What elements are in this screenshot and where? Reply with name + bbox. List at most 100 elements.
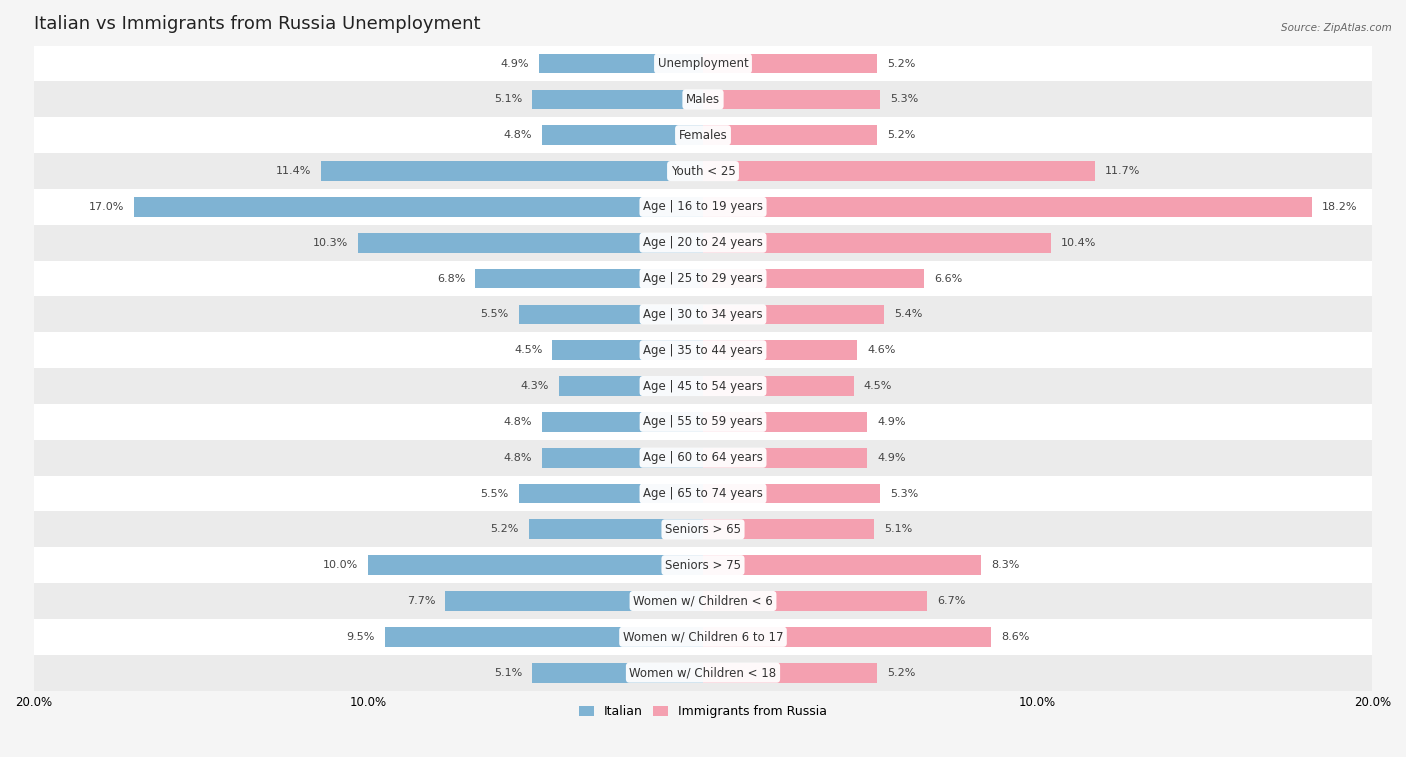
Bar — [703, 412, 868, 431]
Bar — [34, 45, 1372, 82]
Text: 5.2%: 5.2% — [491, 525, 519, 534]
Bar — [34, 512, 1372, 547]
Text: 17.0%: 17.0% — [89, 202, 124, 212]
Text: Women w/ Children < 6: Women w/ Children < 6 — [633, 594, 773, 608]
Text: 4.5%: 4.5% — [863, 381, 891, 391]
Bar — [703, 161, 1095, 181]
Bar — [703, 484, 880, 503]
Text: 5.2%: 5.2% — [887, 130, 915, 140]
Text: 11.7%: 11.7% — [1105, 166, 1140, 176]
Bar — [703, 304, 884, 324]
Bar — [529, 519, 703, 539]
Bar — [703, 519, 873, 539]
Text: 5.1%: 5.1% — [884, 525, 912, 534]
Text: 6.6%: 6.6% — [934, 273, 962, 284]
Bar — [34, 440, 1372, 475]
Text: Age | 30 to 34 years: Age | 30 to 34 years — [643, 308, 763, 321]
Text: 9.5%: 9.5% — [347, 632, 375, 642]
Text: 7.7%: 7.7% — [406, 596, 436, 606]
Bar — [703, 233, 1052, 253]
Text: Age | 20 to 24 years: Age | 20 to 24 years — [643, 236, 763, 249]
Text: 8.6%: 8.6% — [1001, 632, 1029, 642]
Bar — [34, 368, 1372, 404]
Bar — [703, 89, 880, 109]
Bar — [34, 225, 1372, 260]
Text: 5.3%: 5.3% — [890, 488, 918, 499]
Bar — [703, 197, 1312, 217]
Text: 5.5%: 5.5% — [481, 488, 509, 499]
Text: 5.1%: 5.1% — [494, 95, 522, 104]
Bar — [134, 197, 703, 217]
Text: 4.9%: 4.9% — [877, 453, 905, 463]
Text: 6.7%: 6.7% — [938, 596, 966, 606]
Bar — [553, 341, 703, 360]
Text: Italian vs Immigrants from Russia Unemployment: Italian vs Immigrants from Russia Unempl… — [34, 15, 479, 33]
Bar — [368, 556, 703, 575]
Bar — [533, 663, 703, 683]
Text: 4.3%: 4.3% — [520, 381, 548, 391]
Bar — [34, 332, 1372, 368]
Text: Age | 65 to 74 years: Age | 65 to 74 years — [643, 487, 763, 500]
Text: 5.5%: 5.5% — [481, 310, 509, 319]
Text: 5.2%: 5.2% — [887, 58, 915, 69]
Bar — [543, 448, 703, 468]
Text: 4.9%: 4.9% — [877, 417, 905, 427]
Text: 5.2%: 5.2% — [887, 668, 915, 678]
Text: Age | 60 to 64 years: Age | 60 to 64 years — [643, 451, 763, 464]
Bar — [703, 591, 928, 611]
Bar — [560, 376, 703, 396]
Text: Females: Females — [679, 129, 727, 142]
Text: 6.8%: 6.8% — [437, 273, 465, 284]
Bar — [703, 663, 877, 683]
Bar — [322, 161, 703, 181]
Bar — [34, 297, 1372, 332]
Bar — [703, 341, 858, 360]
Text: 5.4%: 5.4% — [894, 310, 922, 319]
Text: Source: ZipAtlas.com: Source: ZipAtlas.com — [1281, 23, 1392, 33]
Text: 10.3%: 10.3% — [314, 238, 349, 248]
Text: 10.4%: 10.4% — [1062, 238, 1097, 248]
Text: Age | 16 to 19 years: Age | 16 to 19 years — [643, 201, 763, 213]
Bar — [519, 304, 703, 324]
Bar — [703, 627, 991, 646]
Text: Seniors > 75: Seniors > 75 — [665, 559, 741, 572]
Bar — [538, 54, 703, 73]
Text: Age | 35 to 44 years: Age | 35 to 44 years — [643, 344, 763, 357]
Bar — [34, 82, 1372, 117]
Bar — [34, 117, 1372, 153]
Text: Males: Males — [686, 93, 720, 106]
Bar — [543, 126, 703, 145]
Text: 4.8%: 4.8% — [503, 453, 533, 463]
Bar — [703, 54, 877, 73]
Text: Age | 55 to 59 years: Age | 55 to 59 years — [643, 416, 763, 428]
Bar — [703, 376, 853, 396]
Text: 4.8%: 4.8% — [503, 130, 533, 140]
Text: 4.8%: 4.8% — [503, 417, 533, 427]
Bar — [385, 627, 703, 646]
Text: 4.6%: 4.6% — [868, 345, 896, 355]
Bar — [34, 260, 1372, 297]
Text: 5.3%: 5.3% — [890, 95, 918, 104]
Text: Women w/ Children 6 to 17: Women w/ Children 6 to 17 — [623, 631, 783, 643]
Bar — [703, 269, 924, 288]
Bar — [519, 484, 703, 503]
Bar — [34, 404, 1372, 440]
Bar — [34, 583, 1372, 619]
Text: 8.3%: 8.3% — [991, 560, 1019, 570]
Bar — [475, 269, 703, 288]
Text: 18.2%: 18.2% — [1322, 202, 1358, 212]
Bar — [703, 126, 877, 145]
Text: Women w/ Children < 18: Women w/ Children < 18 — [630, 666, 776, 679]
Bar — [359, 233, 703, 253]
Bar — [34, 619, 1372, 655]
Text: Age | 45 to 54 years: Age | 45 to 54 years — [643, 379, 763, 393]
Bar — [543, 412, 703, 431]
Text: 11.4%: 11.4% — [276, 166, 311, 176]
Text: Youth < 25: Youth < 25 — [671, 164, 735, 178]
Bar — [34, 475, 1372, 512]
Text: Unemployment: Unemployment — [658, 57, 748, 70]
Bar — [703, 448, 868, 468]
Bar — [533, 89, 703, 109]
Bar — [34, 189, 1372, 225]
Bar — [34, 153, 1372, 189]
